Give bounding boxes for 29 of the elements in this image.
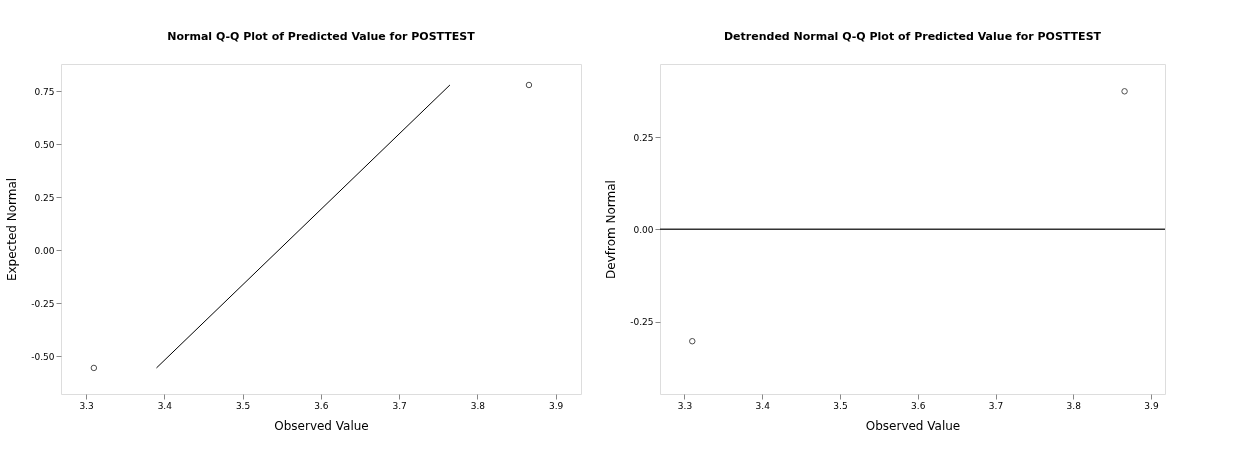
- y-tick-label: -0.25: [630, 317, 654, 328]
- y-tick-label: -0.50: [31, 351, 55, 362]
- x-tick-label: 3.4: [755, 400, 771, 411]
- y-tick-label: 0.50: [34, 139, 55, 150]
- chart-title: Normal Q-Q Plot of Predicted Value for POSTTEST: [167, 30, 476, 43]
- x-axis-title: Observed Value: [865, 418, 961, 433]
- x-tick-label: 3.9: [1144, 400, 1159, 411]
- y-tick-label: 0.00: [34, 245, 55, 256]
- y-tick-label: 0.25: [34, 192, 55, 203]
- x-tick-label: 3.6: [314, 400, 329, 411]
- chart-title: Detrended Normal Q-Q Plot of Predicted Value for POSTTEST: [723, 30, 1102, 43]
- x-tick-label: 3.3: [79, 400, 94, 411]
- x-tick-label: 3.7: [988, 400, 1004, 411]
- x-tick-label: 3.9: [548, 400, 564, 411]
- y-axis-title: Devfrom Normal: [604, 180, 619, 279]
- x-tick-label: 3.6: [911, 400, 926, 411]
- x-axis-title: Observed Value: [274, 418, 369, 433]
- y-tick-label: 0.75: [34, 86, 55, 97]
- x-tick-label: 3.3: [677, 400, 693, 411]
- x-tick-label: 3.4: [157, 400, 173, 411]
- x-tick-label: 3.8: [1066, 400, 1082, 411]
- x-tick-label: 3.5: [235, 400, 251, 411]
- y-axis-title: Expected Normal: [5, 177, 20, 282]
- x-tick-label: 3.7: [392, 400, 407, 411]
- y-tick-label: -0.25: [31, 298, 55, 309]
- y-tick-label: 0.00: [633, 224, 654, 235]
- x-tick-label: 3.5: [833, 400, 848, 411]
- x-tick-label: 3.8: [470, 400, 486, 411]
- y-tick-label: 0.25: [633, 132, 654, 143]
